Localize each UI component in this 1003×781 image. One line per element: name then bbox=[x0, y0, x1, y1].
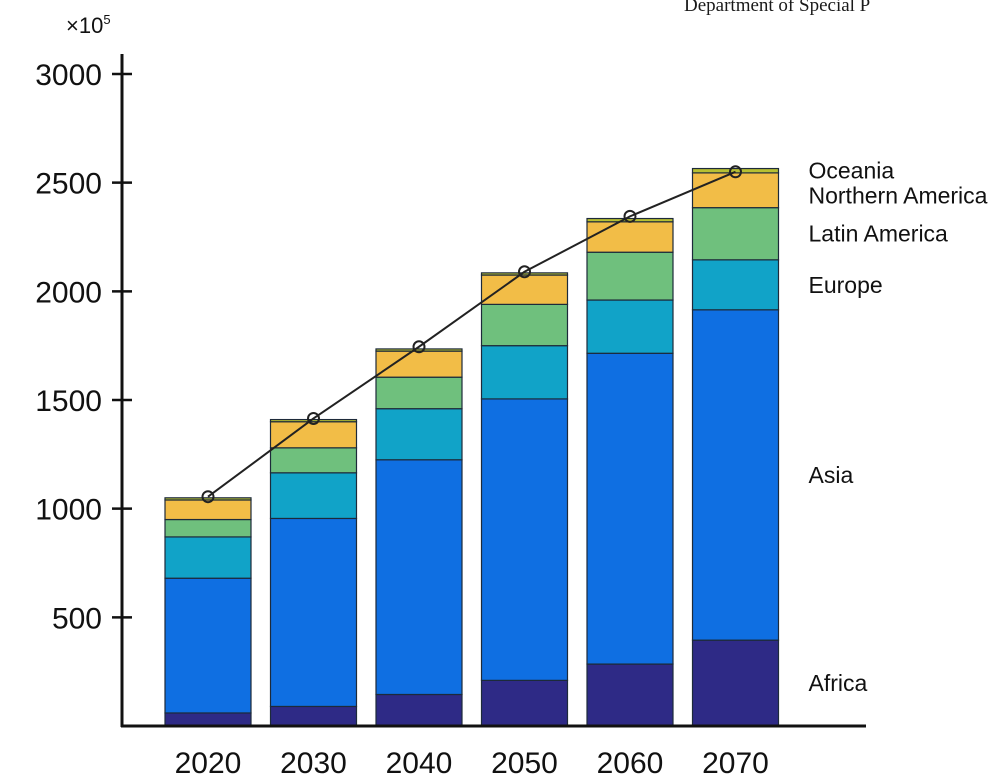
bar-segment-africa-2060 bbox=[586, 663, 674, 727]
y-tick-label-500: 500 bbox=[52, 602, 102, 635]
y-tick-label-2000: 2000 bbox=[35, 276, 102, 309]
bar-segment-oceania-2040 bbox=[375, 348, 463, 352]
x-tick-label-2050: 2050 bbox=[491, 747, 558, 780]
bar-segment-africa-2040 bbox=[375, 693, 463, 727]
axes: 500 1000 1500 2000 2500 3000 2020 2030 2040 2050 2… bbox=[35, 54, 866, 780]
x-tick-label-2030: 2030 bbox=[280, 747, 347, 780]
legend-label-northern-america: Northern America bbox=[809, 183, 988, 209]
bar-segment-oceania-2020 bbox=[164, 497, 252, 501]
bar-segment-latin-america-2060 bbox=[586, 251, 674, 301]
bar-segment-europe-2070 bbox=[691, 259, 780, 311]
bar-segment-asia-2070 bbox=[691, 309, 780, 641]
legend: Africa Asia Europe Latin America Northern Am… bbox=[809, 158, 988, 696]
bar-segment-europe-2050 bbox=[480, 345, 569, 400]
y-tick-label-1000: 1000 bbox=[35, 494, 102, 527]
y-tick-label-3000: 3000 bbox=[35, 59, 102, 92]
bar-segment-northern-america-2040 bbox=[375, 350, 463, 378]
legend-label-latin-america: Latin America bbox=[809, 221, 949, 247]
bar-segment-oceania-2070 bbox=[691, 167, 780, 174]
bar-segment-latin-america-2070 bbox=[691, 207, 780, 261]
bar-segment-northern-america-2060 bbox=[586, 221, 674, 253]
bar-segment-northern-america-2030 bbox=[269, 421, 358, 449]
legend-label-europe: Europe bbox=[809, 272, 883, 298]
bar-segment-oceania-2050 bbox=[480, 272, 569, 276]
bar-segment-africa-2020 bbox=[164, 712, 252, 727]
bar-segment-asia-2020 bbox=[164, 577, 252, 714]
y-axis-scale-base: ×10 bbox=[66, 13, 104, 38]
legend-label-africa: Africa bbox=[809, 670, 868, 696]
totals-marker-2060 bbox=[623, 209, 637, 223]
y-axis-scale-label: ×105 bbox=[66, 12, 111, 39]
bar-segment-asia-2040 bbox=[375, 459, 463, 696]
bar-segment-asia-2060 bbox=[586, 352, 674, 665]
legend-label-asia: Asia bbox=[809, 462, 854, 488]
x-tick-label-2020: 2020 bbox=[175, 747, 242, 780]
legend-label-oceania: Oceania bbox=[809, 158, 895, 184]
bar-segment-europe-2020 bbox=[164, 536, 252, 579]
x-tick-label-2070: 2070 bbox=[702, 747, 769, 780]
bar-segment-africa-2030 bbox=[269, 705, 358, 727]
bar-segment-africa-2050 bbox=[480, 679, 569, 727]
bar-segment-latin-america-2040 bbox=[375, 376, 463, 410]
totals-line-layer bbox=[201, 165, 742, 504]
totals-line bbox=[207, 170, 736, 498]
y-axis-scale-exponent: 5 bbox=[103, 12, 111, 27]
bar-segment-europe-2030 bbox=[269, 472, 358, 520]
x-tick-label-2040: 2040 bbox=[386, 747, 453, 780]
bar-segment-europe-2040 bbox=[375, 408, 463, 461]
bar-segment-oceania-2030 bbox=[269, 418, 358, 423]
totals-marker-2040 bbox=[412, 340, 426, 354]
totals-marker-2030 bbox=[307, 411, 320, 425]
bar-segment-europe-2060 bbox=[586, 299, 674, 354]
y-tick-label-2500: 2500 bbox=[35, 168, 102, 201]
bar-segment-asia-2050 bbox=[480, 398, 569, 681]
bar-segment-northern-america-2050 bbox=[480, 274, 569, 305]
bar-segment-asia-2030 bbox=[269, 517, 358, 708]
bar-segment-africa-2070 bbox=[691, 639, 780, 727]
totals-marker-2070 bbox=[729, 165, 742, 179]
page-header-partial: Department of Special P bbox=[684, 0, 871, 16]
bar-segments bbox=[164, 167, 780, 727]
totals-marker-2020 bbox=[201, 490, 215, 504]
totals-marker-2050 bbox=[518, 265, 531, 279]
y-tick-label-1500: 1500 bbox=[35, 385, 102, 418]
bar-segment-latin-america-2020 bbox=[164, 518, 252, 538]
bar-segment-latin-america-2050 bbox=[480, 303, 569, 347]
bar-segment-latin-america-2030 bbox=[269, 447, 358, 474]
x-tick-label-2060: 2060 bbox=[597, 747, 664, 780]
